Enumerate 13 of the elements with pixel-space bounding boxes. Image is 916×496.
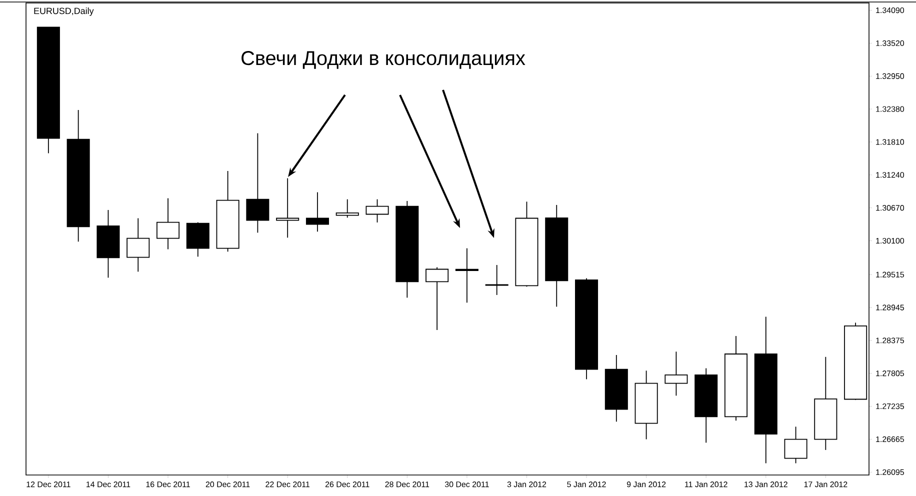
candlestick (455, 248, 478, 304)
candlestick (336, 198, 359, 218)
candlestick (246, 132, 270, 234)
candlestick (784, 426, 808, 464)
candlestick (126, 218, 150, 272)
candlestick (664, 351, 688, 396)
candlestick (426, 266, 449, 330)
candlestick (156, 198, 180, 250)
candlestick (366, 198, 389, 223)
candlestick (306, 192, 329, 232)
annotation: Свечи Доджи в консолидациях (242, 51, 526, 69)
candlestick (485, 264, 508, 296)
chart-title: EURUSD,Daily (34, 8, 94, 16)
